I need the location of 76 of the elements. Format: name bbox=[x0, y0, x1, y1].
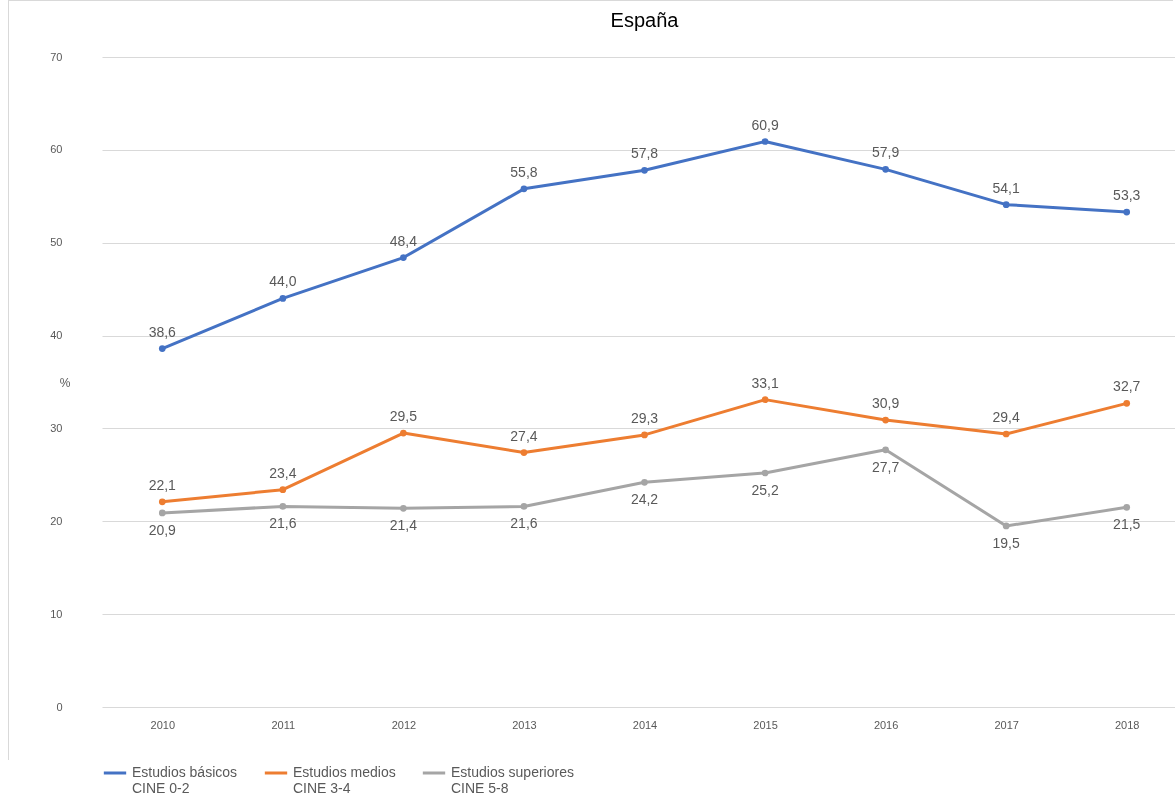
data-label: 32,7 bbox=[1113, 378, 1141, 395]
data-label: 20,9 bbox=[148, 521, 177, 538]
point bbox=[279, 295, 287, 302]
data-label: 29,5 bbox=[389, 408, 418, 425]
x-tick-label: 2010 bbox=[150, 718, 176, 731]
data-label: 21,6 bbox=[269, 515, 297, 532]
y-tick-label: 40 bbox=[50, 329, 63, 342]
point bbox=[761, 469, 769, 477]
point bbox=[158, 509, 166, 517]
legend-label: Estudios superiores CINE 5-8 bbox=[451, 764, 574, 796]
data-label: 48,4 bbox=[389, 232, 418, 249]
y-axis-title: % bbox=[59, 375, 71, 390]
chart-title: España bbox=[610, 9, 680, 31]
x-tick-label: 2011 bbox=[271, 718, 296, 731]
data-label: 21,5 bbox=[1113, 516, 1141, 533]
point bbox=[761, 138, 769, 145]
data-label: 25,2 bbox=[751, 482, 779, 498]
y-tick-label: 10 bbox=[50, 607, 63, 620]
point bbox=[882, 416, 889, 424]
point bbox=[641, 478, 648, 486]
data-label: 22,1 bbox=[148, 476, 177, 493]
x-tick-label: 2015 bbox=[753, 718, 778, 731]
data-label: 44,0 bbox=[269, 273, 297, 290]
point bbox=[761, 396, 769, 403]
y-tick-label: 0 bbox=[56, 700, 63, 713]
x-tick-label: 2013 bbox=[512, 718, 537, 731]
data-label: 29,4 bbox=[992, 409, 1020, 425]
x-tick-label: 2017 bbox=[994, 718, 1019, 731]
point bbox=[520, 449, 528, 456]
point bbox=[1002, 430, 1010, 438]
point bbox=[279, 503, 287, 510]
point bbox=[400, 504, 407, 512]
point bbox=[158, 345, 166, 352]
point bbox=[520, 185, 528, 193]
data-label: 33,1 bbox=[751, 374, 779, 391]
data-label: 21,6 bbox=[510, 515, 538, 532]
data-label: 23,4 bbox=[269, 464, 297, 481]
y-tick-label: 30 bbox=[50, 421, 63, 434]
data-label: 30,9 bbox=[871, 395, 900, 412]
point bbox=[641, 166, 648, 174]
x-tick-label: 2016 bbox=[873, 718, 899, 731]
data-label: 53,3 bbox=[1113, 187, 1141, 204]
x-tick-label: 2018 bbox=[1114, 718, 1140, 731]
point bbox=[158, 498, 166, 506]
data-label: 38,6 bbox=[148, 323, 177, 340]
x-tick-label: 2014 bbox=[632, 718, 658, 731]
point bbox=[1002, 201, 1010, 208]
point bbox=[400, 429, 407, 437]
point bbox=[1123, 504, 1131, 511]
data-label: 57,9 bbox=[871, 144, 900, 161]
data-label: 60,9 bbox=[751, 116, 779, 133]
point bbox=[641, 431, 648, 439]
x-tick-label: 2012 bbox=[391, 718, 417, 731]
y-tick-label: 20 bbox=[50, 514, 63, 527]
point bbox=[520, 503, 528, 510]
y-tick-label: 70 bbox=[50, 50, 63, 63]
legend-label: Estudios medios CINE 3-4 bbox=[293, 764, 396, 796]
data-label: 54,1 bbox=[992, 179, 1020, 196]
data-label: 19,5 bbox=[992, 534, 1020, 551]
legend-label: Estudios básicos CINE 0-2 bbox=[132, 764, 238, 796]
point bbox=[882, 166, 889, 173]
data-label: 27,7 bbox=[871, 458, 900, 475]
data-label: 21,4 bbox=[389, 517, 418, 534]
data-label: 24,2 bbox=[630, 491, 659, 508]
y-tick-label: 50 bbox=[50, 236, 63, 249]
data-label: 57,8 bbox=[630, 145, 659, 162]
point bbox=[279, 486, 287, 494]
point bbox=[1123, 208, 1131, 216]
data-label: 55,8 bbox=[510, 163, 538, 180]
point bbox=[1123, 400, 1131, 407]
data-label: 29,3 bbox=[630, 409, 659, 426]
y-tick-label: 60 bbox=[50, 143, 63, 156]
data-label: 27,4 bbox=[510, 427, 538, 444]
point bbox=[1002, 522, 1010, 530]
point bbox=[400, 254, 407, 261]
point bbox=[882, 446, 889, 454]
